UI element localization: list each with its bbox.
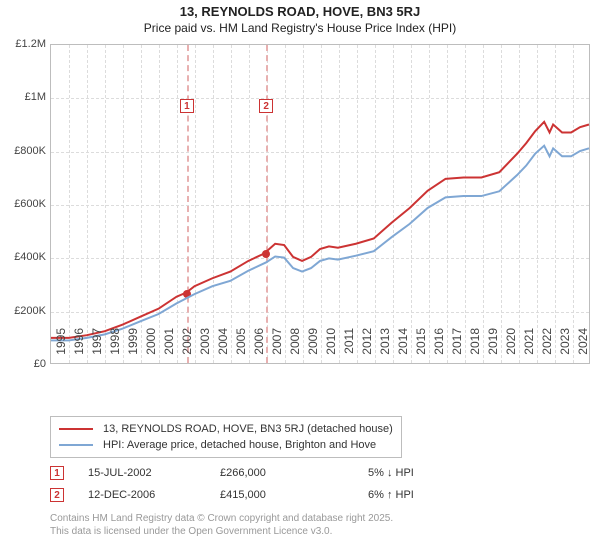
legend-box: 13, REYNOLDS ROAD, HOVE, BN3 5RJ (detach…: [50, 416, 402, 458]
y-axis-label: £800K: [14, 145, 46, 157]
y-axis-label: £1M: [25, 91, 46, 103]
sale-info-row: 1 15-JUL-2002 £266,000 5% ↓ HPI: [50, 462, 488, 484]
sale-hpi-diff: 6% ↑ HPI: [368, 489, 488, 501]
sale-number-box: 2: [50, 488, 64, 502]
sale-date: 15-JUL-2002: [72, 467, 212, 479]
x-axis-label: 2016: [432, 328, 446, 368]
sale-price: £266,000: [220, 467, 360, 479]
chart-plot-area: 12: [50, 44, 590, 364]
sale-hpi-diff: 5% ↓ HPI: [368, 467, 488, 479]
x-axis-label: 2007: [270, 328, 284, 368]
x-axis-label: 2022: [540, 328, 554, 368]
x-axis-label: 1998: [108, 328, 122, 368]
x-axis-label: 2001: [162, 328, 176, 368]
x-axis-label: 2011: [342, 328, 356, 368]
y-axis-label: £0: [34, 358, 46, 370]
sale-price: £415,000: [220, 489, 360, 501]
x-axis-label: 1996: [72, 328, 86, 368]
x-axis-label: 2014: [396, 328, 410, 368]
x-axis-label: 2019: [486, 328, 500, 368]
x-axis-label: 2002: [180, 328, 194, 368]
y-axis-label: £600K: [14, 198, 46, 210]
attribution-footer: Contains HM Land Registry data © Crown c…: [50, 512, 393, 538]
y-axis-label: £400K: [14, 251, 46, 263]
x-axis-label: 2023: [558, 328, 572, 368]
x-axis-label: 2012: [360, 328, 374, 368]
x-axis-label: 2008: [288, 328, 302, 368]
x-axis-label: 2013: [378, 328, 392, 368]
legend-label-property: 13, REYNOLDS ROAD, HOVE, BN3 5RJ (detach…: [103, 423, 393, 435]
x-axis-label: 2005: [234, 328, 248, 368]
x-axis-label: 2003: [198, 328, 212, 368]
legend-swatch-property: [59, 428, 93, 430]
x-axis-label: 2009: [306, 328, 320, 368]
sale-info-row: 2 12-DEC-2006 £415,000 6% ↑ HPI: [50, 484, 488, 506]
chart-subtitle: Price paid vs. HM Land Registry's House …: [0, 21, 600, 35]
series-line: [51, 146, 589, 341]
x-axis-label: 2010: [324, 328, 338, 368]
x-axis-label: 2021: [522, 328, 536, 368]
legend-label-hpi: HPI: Average price, detached house, Brig…: [103, 439, 376, 451]
x-axis-label: 1997: [90, 328, 104, 368]
sale-date: 12-DEC-2006: [72, 489, 212, 501]
x-axis-label: 2000: [144, 328, 158, 368]
x-axis-label: 2018: [468, 328, 482, 368]
x-axis-label: 2015: [414, 328, 428, 368]
x-axis-label: 1995: [54, 328, 68, 368]
legend-item-hpi: HPI: Average price, detached house, Brig…: [59, 437, 393, 453]
chart-title: 13, REYNOLDS ROAD, HOVE, BN3 5RJ: [0, 4, 600, 19]
sales-table: 1 15-JUL-2002 £266,000 5% ↓ HPI 2 12-DEC-2006…: [50, 462, 488, 506]
legend-item-property: 13, REYNOLDS ROAD, HOVE, BN3 5RJ (detach…: [59, 421, 393, 437]
x-axis-label: 2024: [576, 328, 590, 368]
legend-swatch-hpi: [59, 444, 93, 446]
y-axis-label: £200K: [14, 305, 46, 317]
series-line: [51, 122, 589, 338]
x-axis-label: 1999: [126, 328, 140, 368]
y-axis-label: £1.2M: [15, 38, 46, 50]
sale-number-box: 1: [50, 466, 64, 480]
x-axis-label: 2017: [450, 328, 464, 368]
x-axis-label: 2020: [504, 328, 518, 368]
x-axis-label: 2004: [216, 328, 230, 368]
x-axis-label: 2006: [252, 328, 266, 368]
footer-line-2: This data is licensed under the Open Gov…: [50, 525, 393, 538]
footer-line-1: Contains HM Land Registry data © Crown c…: [50, 512, 393, 525]
